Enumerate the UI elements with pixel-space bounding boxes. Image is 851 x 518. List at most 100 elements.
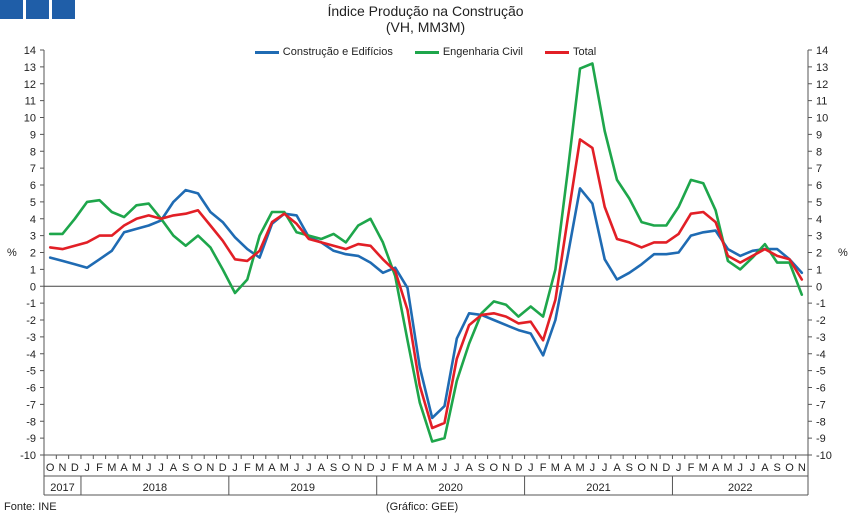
month-label: N bbox=[650, 462, 658, 474]
month-label: M bbox=[723, 462, 732, 474]
logo-block-3 bbox=[52, 0, 75, 19]
brand-logo bbox=[0, 0, 75, 19]
y-tick-label-left: 4 bbox=[30, 214, 36, 226]
month-label: J bbox=[158, 462, 164, 474]
logo-block-2 bbox=[26, 0, 49, 19]
y-tick-label-left: 14 bbox=[24, 45, 36, 57]
legend-item-total: Total bbox=[544, 46, 597, 58]
y-tick-label-right: 5 bbox=[816, 197, 822, 209]
y-tick-label-left: 3 bbox=[30, 231, 36, 243]
y-tick-label-left: 13 bbox=[24, 62, 36, 74]
y-tick-label-right: 10 bbox=[816, 113, 828, 125]
logo-block-1 bbox=[0, 0, 23, 19]
month-label: N bbox=[798, 462, 806, 474]
y-tick-label-left: -10 bbox=[20, 450, 36, 462]
y-tick-label-right: -3 bbox=[816, 332, 826, 344]
y-tick-label-left: 0 bbox=[30, 281, 36, 293]
month-label: M bbox=[428, 462, 437, 474]
y-tick-label-right: -8 bbox=[816, 416, 826, 428]
month-label: S bbox=[182, 462, 189, 474]
legend-item-construcao: Construção e Edifícios bbox=[254, 46, 393, 58]
y-tick-label-left: -1 bbox=[26, 298, 36, 310]
y-tick-label-right: 1 bbox=[816, 264, 822, 276]
legend-swatch-total bbox=[544, 50, 569, 54]
month-label: F bbox=[688, 462, 695, 474]
month-label: N bbox=[354, 462, 362, 474]
month-label: D bbox=[367, 462, 375, 474]
y-tick-label-right: 0 bbox=[816, 281, 822, 293]
month-label: A bbox=[712, 462, 720, 474]
month-label: O bbox=[785, 462, 794, 474]
y-tick-label-left: 1 bbox=[30, 264, 36, 276]
legend-label-total: Total bbox=[572, 46, 597, 58]
year-label: 2019 bbox=[291, 482, 315, 494]
month-label: M bbox=[403, 462, 412, 474]
y-tick-label-right: -5 bbox=[816, 366, 826, 378]
y-tick-label-left: 11 bbox=[25, 96, 36, 108]
month-label: F bbox=[540, 462, 547, 474]
y-tick-label-right: 6 bbox=[816, 180, 822, 192]
y-tick-label-left: 9 bbox=[30, 129, 36, 141]
y-tick-label-right: -7 bbox=[816, 399, 826, 411]
month-label: J bbox=[306, 462, 312, 474]
y-tick-label-left: -2 bbox=[26, 315, 36, 327]
y-axis-label-left: % bbox=[7, 247, 17, 259]
month-label: O bbox=[194, 462, 203, 474]
chart-axes bbox=[40, 49, 812, 496]
y-tick-label-left: 12 bbox=[24, 79, 36, 91]
y-tick-label-left: -7 bbox=[26, 399, 36, 411]
year-label: 2018 bbox=[143, 482, 167, 494]
month-label: D bbox=[219, 462, 227, 474]
year-label: 2017 bbox=[50, 482, 74, 494]
y-tick-label-right: 11 bbox=[816, 96, 827, 108]
month-label: A bbox=[564, 462, 572, 474]
y-tick-label-left: 8 bbox=[30, 146, 36, 158]
series-line-engenharia-civil bbox=[48, 62, 804, 443]
month-label: M bbox=[132, 462, 141, 474]
y-tick-label-right: 12 bbox=[816, 79, 828, 91]
month-label: O bbox=[637, 462, 646, 474]
month-label: M bbox=[551, 462, 560, 474]
series-line-total bbox=[48, 138, 804, 430]
series-lines bbox=[48, 62, 804, 443]
y-tick-label-left: 5 bbox=[30, 197, 36, 209]
month-label: S bbox=[330, 462, 337, 474]
month-label: F bbox=[244, 462, 251, 474]
y-tick-label-right: -2 bbox=[816, 315, 826, 327]
month-label: A bbox=[761, 462, 769, 474]
month-label: J bbox=[380, 462, 386, 474]
year-label: 2021 bbox=[586, 482, 610, 494]
month-label: A bbox=[120, 462, 128, 474]
y-tick-label-right: 2 bbox=[816, 248, 822, 260]
month-label: M bbox=[107, 462, 116, 474]
month-label: A bbox=[613, 462, 621, 474]
y-tick-label-right: -10 bbox=[816, 450, 832, 462]
month-label: N bbox=[502, 462, 510, 474]
y-tick-label-right: 9 bbox=[816, 129, 822, 141]
y-tick-label-right: -1 bbox=[816, 298, 826, 310]
month-label: J bbox=[294, 462, 300, 474]
month-label: S bbox=[626, 462, 633, 474]
credit-note: (Gráfico: GEE) bbox=[386, 501, 459, 513]
legend-label-construcao: Construção e Edifícios bbox=[282, 46, 393, 58]
month-label: N bbox=[59, 462, 67, 474]
y-tick-label-right: 4 bbox=[816, 214, 822, 226]
chart-legend: Construção e Edifícios Engenharia Civil … bbox=[0, 46, 851, 58]
y-tick-label-left: 10 bbox=[24, 113, 36, 125]
month-label: O bbox=[46, 462, 55, 474]
y-tick-label-right: 8 bbox=[816, 146, 822, 158]
y-tick-label-left: -4 bbox=[26, 349, 36, 361]
y-tick-label-left: -5 bbox=[26, 366, 36, 378]
y-tick-label-right: 14 bbox=[816, 45, 828, 57]
y-tick-label-right: -4 bbox=[816, 349, 826, 361]
legend-swatch-engenharia bbox=[414, 50, 439, 54]
month-label: M bbox=[575, 462, 584, 474]
chart-title-block: Índice Produção na Construção (VH, MM3M) bbox=[0, 3, 851, 35]
y-tick-label-right: -6 bbox=[816, 383, 826, 395]
y-axis-label-right: % bbox=[838, 247, 848, 259]
month-label: J bbox=[84, 462, 90, 474]
year-label: 2020 bbox=[438, 482, 462, 494]
y-tick-label-right: 3 bbox=[816, 231, 822, 243]
